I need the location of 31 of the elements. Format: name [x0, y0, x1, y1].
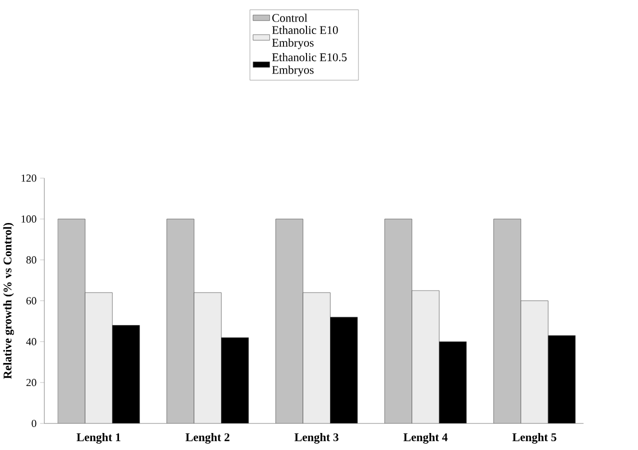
bar	[548, 335, 576, 424]
x-tick-label: Lenght 5	[512, 433, 556, 444]
x-tick-label: Lenght 4	[404, 433, 448, 444]
y-tick-label: 60	[26, 297, 36, 305]
y-tick-label: 40	[26, 338, 36, 346]
bar	[58, 218, 86, 424]
x-tick-label: Lenght 2	[186, 433, 230, 444]
bar	[112, 325, 140, 424]
bar	[412, 290, 440, 424]
y-tick-label: 100	[22, 216, 36, 223]
x-tick-label: Lenght 3	[294, 433, 338, 444]
bar	[439, 342, 467, 424]
y-axis-title: Relative growth (% vs Control)	[3, 223, 14, 380]
bar	[330, 317, 358, 424]
legend-label: Control	[272, 14, 308, 22]
bar	[194, 292, 222, 424]
legend-label: Ethanolic E10.5 Embryos	[272, 53, 347, 76]
legend-label: Ethanolic E10 Embryos	[272, 26, 338, 50]
bar	[493, 218, 522, 424]
y-tick-label: 0	[32, 420, 36, 428]
bar	[221, 338, 249, 424]
bar	[302, 292, 330, 424]
x-tick-label: Lenght 1	[76, 433, 120, 444]
bar	[276, 218, 304, 424]
bar	[84, 292, 113, 424]
y-tick-label: 20	[26, 379, 36, 386]
bar	[166, 218, 194, 424]
bar	[384, 218, 412, 424]
y-tick-label: 120	[22, 174, 36, 182]
bar	[520, 300, 548, 424]
y-tick-label: 80	[26, 256, 36, 264]
